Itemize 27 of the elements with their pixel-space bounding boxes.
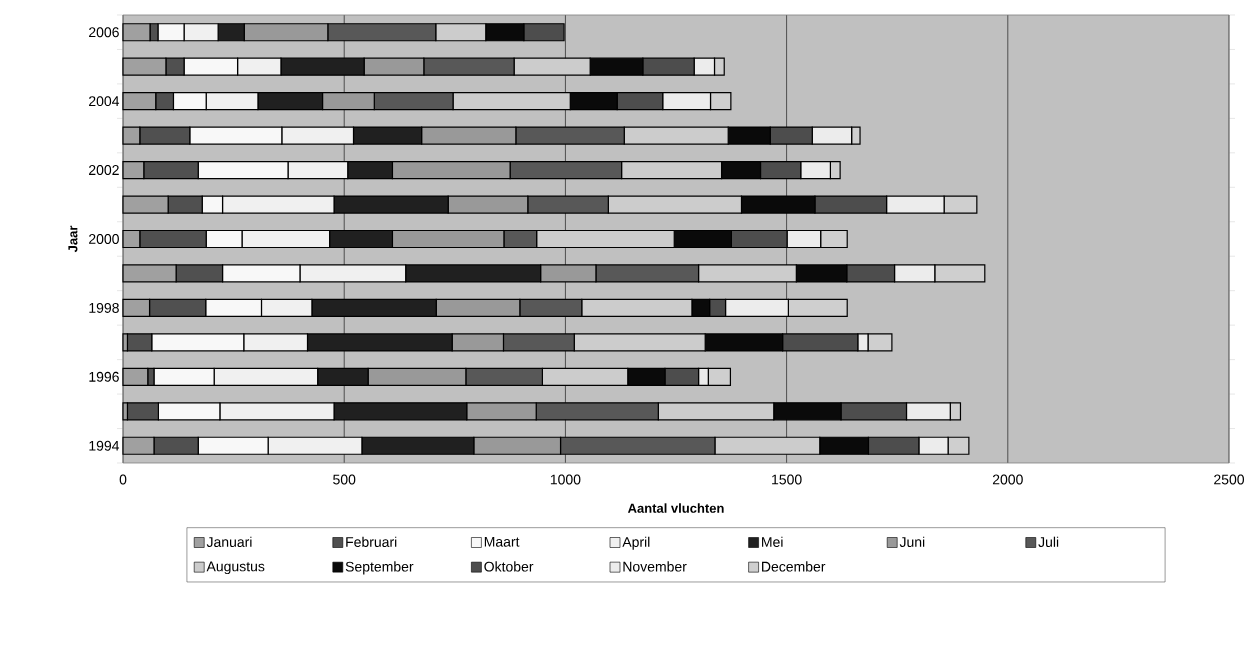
legend-label: Februari [346, 536, 397, 547]
legend-label: Oktober [484, 561, 534, 572]
x-tick-label: 1000 [550, 474, 581, 485]
legend-label: Juni [899, 536, 925, 547]
x-tick-label: 2500 [1214, 474, 1245, 485]
y-tick-label: 2006 [89, 27, 119, 38]
x-axis-title: Aantal vluchten [627, 503, 724, 513]
legend-label: April [622, 536, 650, 550]
x-tick-label: 1500 [772, 474, 802, 485]
y-tick-label: 1994 [89, 440, 120, 451]
legend-label: Mei [762, 536, 783, 547]
x-tick-label: 500 [333, 474, 356, 485]
legend-label: November [623, 561, 687, 572]
y-tick-label: 1996 [89, 371, 119, 382]
y-axis-title: Jaar [68, 225, 78, 253]
legend-label: Augustus [206, 561, 265, 575]
x-tick-label: 0 [119, 474, 127, 485]
y-tick-label: 2000 [89, 234, 119, 244]
legend-label: December [762, 561, 826, 572]
y-tick-label: 2004 [89, 96, 120, 107]
legend-label: Juli [1038, 536, 1059, 547]
y-tick-label: 2002 [89, 165, 119, 176]
legend-label: Maart [484, 536, 520, 547]
legend-label: September [345, 561, 414, 575]
y-tick-label: 1998 [89, 302, 119, 313]
legend-label: Januari [206, 536, 252, 547]
x-tick-label: 2000 [992, 474, 1023, 485]
